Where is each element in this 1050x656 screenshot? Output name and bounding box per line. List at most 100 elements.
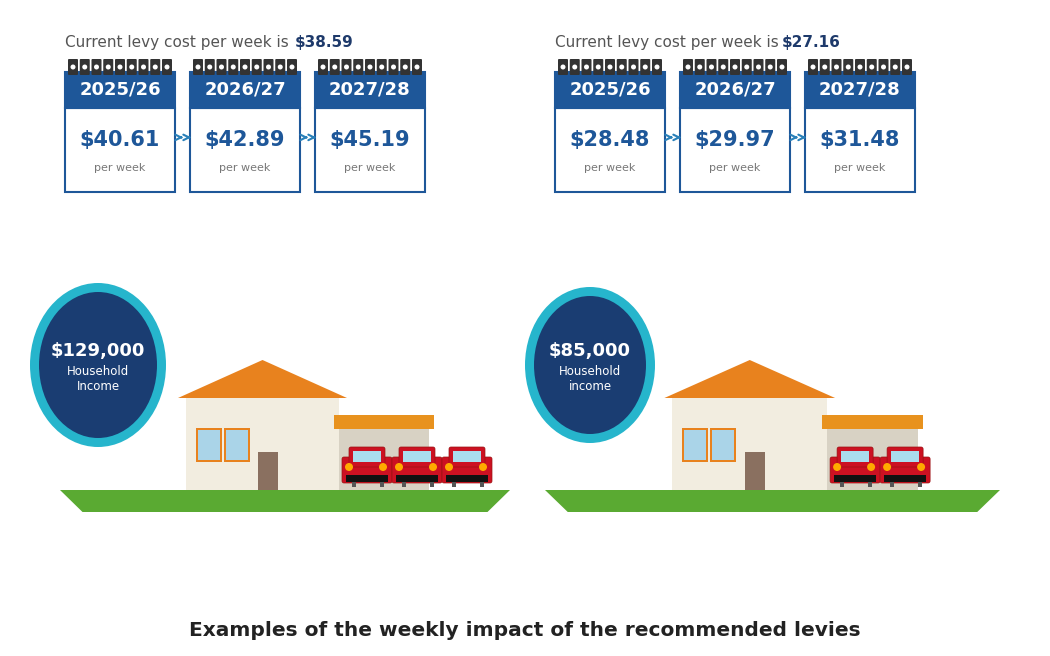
FancyBboxPatch shape — [805, 108, 915, 192]
FancyBboxPatch shape — [843, 59, 854, 75]
Circle shape — [822, 64, 827, 70]
Circle shape — [70, 64, 76, 70]
Circle shape — [561, 64, 566, 70]
FancyBboxPatch shape — [880, 457, 930, 483]
FancyBboxPatch shape — [891, 451, 919, 462]
FancyBboxPatch shape — [777, 59, 788, 75]
FancyBboxPatch shape — [820, 59, 830, 75]
Circle shape — [243, 64, 248, 70]
FancyBboxPatch shape — [707, 59, 716, 75]
FancyBboxPatch shape — [605, 59, 615, 75]
FancyBboxPatch shape — [884, 475, 926, 482]
FancyBboxPatch shape — [593, 59, 604, 75]
Circle shape — [620, 64, 625, 70]
Circle shape — [379, 463, 387, 471]
Circle shape — [881, 64, 886, 70]
Text: per week: per week — [835, 163, 886, 173]
Circle shape — [917, 463, 925, 471]
Circle shape — [278, 64, 282, 70]
Polygon shape — [665, 360, 835, 398]
Circle shape — [584, 64, 589, 70]
FancyBboxPatch shape — [827, 415, 918, 490]
FancyBboxPatch shape — [555, 72, 665, 108]
Circle shape — [207, 64, 212, 70]
FancyBboxPatch shape — [252, 59, 261, 75]
FancyBboxPatch shape — [832, 59, 841, 75]
Ellipse shape — [30, 283, 166, 447]
Text: $28.48: $28.48 — [570, 130, 650, 150]
FancyBboxPatch shape — [841, 451, 869, 462]
FancyBboxPatch shape — [685, 430, 707, 460]
Circle shape — [834, 64, 839, 70]
Circle shape — [129, 64, 134, 70]
Polygon shape — [178, 360, 346, 398]
FancyBboxPatch shape — [402, 477, 406, 487]
Text: $31.48: $31.48 — [820, 130, 900, 150]
FancyBboxPatch shape — [315, 108, 425, 192]
FancyBboxPatch shape — [315, 72, 425, 108]
Circle shape — [744, 64, 750, 70]
FancyBboxPatch shape — [349, 447, 385, 467]
FancyBboxPatch shape — [695, 59, 705, 75]
FancyBboxPatch shape — [103, 59, 113, 75]
FancyBboxPatch shape — [890, 59, 900, 75]
Circle shape — [883, 463, 891, 471]
Circle shape — [845, 64, 850, 70]
FancyBboxPatch shape — [65, 108, 175, 192]
Circle shape — [768, 64, 773, 70]
FancyBboxPatch shape — [264, 59, 273, 75]
FancyBboxPatch shape — [80, 59, 89, 75]
FancyBboxPatch shape — [224, 428, 250, 462]
FancyBboxPatch shape — [339, 415, 429, 490]
FancyBboxPatch shape — [318, 59, 328, 75]
FancyBboxPatch shape — [808, 59, 818, 75]
FancyBboxPatch shape — [718, 59, 729, 75]
FancyBboxPatch shape — [190, 108, 300, 192]
FancyBboxPatch shape — [68, 59, 78, 75]
Text: 2027/28: 2027/28 — [329, 81, 411, 99]
FancyBboxPatch shape — [834, 475, 876, 482]
FancyBboxPatch shape — [682, 428, 709, 462]
Text: 2026/27: 2026/27 — [694, 81, 776, 99]
Circle shape — [709, 64, 714, 70]
FancyBboxPatch shape — [855, 59, 865, 75]
FancyBboxPatch shape — [640, 59, 650, 75]
FancyBboxPatch shape — [403, 451, 430, 462]
FancyBboxPatch shape — [352, 477, 356, 487]
Circle shape — [631, 64, 636, 70]
Text: $38.59: $38.59 — [295, 35, 354, 49]
Polygon shape — [334, 415, 434, 429]
FancyBboxPatch shape — [558, 59, 568, 75]
FancyBboxPatch shape — [412, 59, 422, 75]
FancyBboxPatch shape — [430, 477, 434, 487]
FancyBboxPatch shape — [65, 72, 175, 108]
FancyBboxPatch shape — [240, 59, 250, 75]
Circle shape — [904, 64, 909, 70]
FancyBboxPatch shape — [388, 59, 399, 75]
Circle shape — [867, 463, 875, 471]
Circle shape — [82, 64, 87, 70]
FancyBboxPatch shape — [342, 457, 392, 483]
FancyBboxPatch shape — [127, 59, 136, 75]
Ellipse shape — [39, 292, 158, 438]
Circle shape — [118, 64, 123, 70]
FancyBboxPatch shape — [353, 59, 363, 75]
Text: 2025/26: 2025/26 — [569, 81, 651, 99]
Circle shape — [608, 64, 612, 70]
FancyBboxPatch shape — [139, 59, 148, 75]
Text: per week: per week — [94, 163, 146, 173]
Circle shape — [756, 64, 761, 70]
Circle shape — [654, 64, 659, 70]
Circle shape — [572, 64, 578, 70]
FancyBboxPatch shape — [226, 430, 248, 460]
Text: 2025/26: 2025/26 — [79, 81, 161, 99]
Ellipse shape — [534, 296, 646, 434]
FancyBboxPatch shape — [365, 59, 375, 75]
Text: per week: per week — [710, 163, 760, 173]
FancyBboxPatch shape — [480, 477, 484, 487]
FancyBboxPatch shape — [446, 475, 488, 482]
FancyBboxPatch shape — [216, 59, 227, 75]
FancyBboxPatch shape — [570, 59, 580, 75]
FancyBboxPatch shape — [193, 59, 203, 75]
Circle shape — [391, 64, 396, 70]
